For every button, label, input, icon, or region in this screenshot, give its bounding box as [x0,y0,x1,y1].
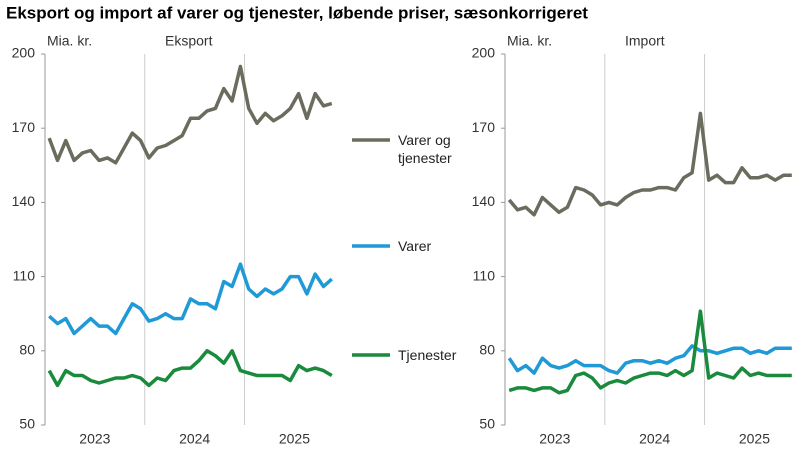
legend-label: Varer og tjenester [398,132,452,166]
data-line [47,349,333,388]
chart-title: Eksport [165,33,213,49]
y-tick-label: 50 [19,416,35,432]
x-tick-label: 2024 [639,431,670,447]
y-axis-label: Mia. kr. [47,33,92,49]
x-tick-label: 2023 [539,431,570,447]
x-tick-label: 2024 [179,431,210,447]
x-tick-label: 2025 [739,431,770,447]
legend-label: Varer [398,238,432,254]
y-tick-label: 140 [472,193,496,209]
legend-label: Tjenester [398,347,457,363]
data-line [507,344,792,375]
y-tick-label: 110 [473,267,496,283]
data-line [47,64,333,165]
y-tick-label: 200 [12,45,36,61]
y-tick-label: 80 [479,342,495,358]
y-tick-label: 170 [12,119,36,135]
y-tick-label: 80 [19,342,35,358]
y-axis-label: Mia. kr. [507,33,552,49]
y-tick-label: 200 [472,45,496,61]
data-line [507,111,792,217]
chart-title: Import [625,33,665,49]
x-tick-label: 2025 [279,431,310,447]
data-line [48,262,333,336]
y-tick-label: 170 [472,119,496,135]
x-tick-label: 2023 [79,431,110,447]
y-tick-label: 110 [13,267,36,283]
y-tick-label: 140 [12,193,36,209]
page-title: Eksport og import af varer og tjenester,… [6,3,588,22]
y-tick-label: 50 [479,416,495,432]
data-line [508,309,792,395]
